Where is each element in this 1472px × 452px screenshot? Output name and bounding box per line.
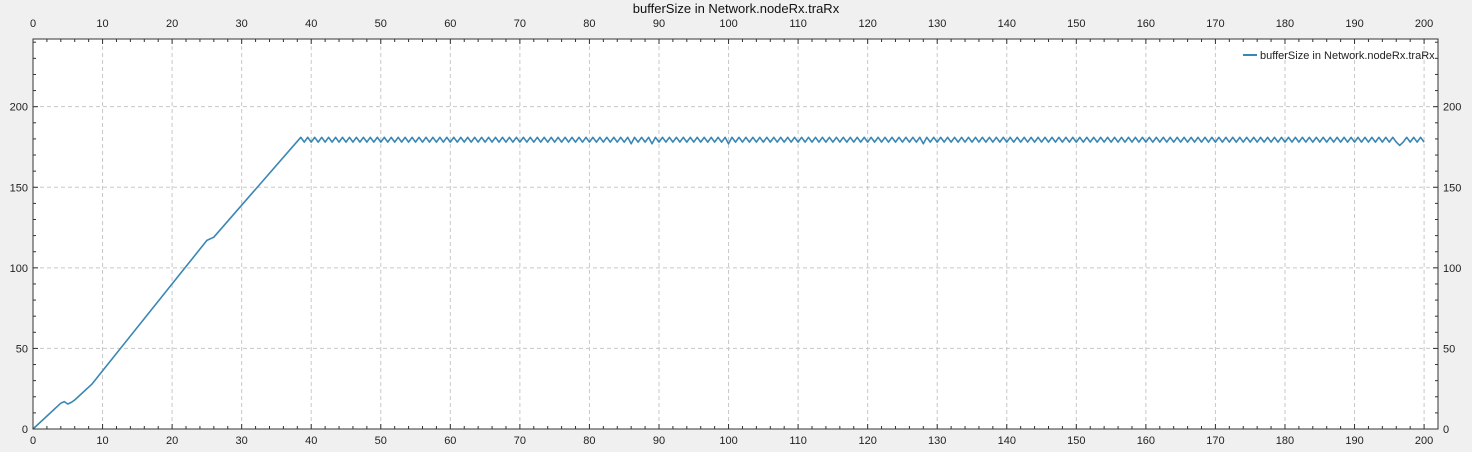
- x-tick-label-top: 130: [928, 18, 946, 30]
- series-line-bufferSize: [32, 136, 1425, 430]
- x-tick-label-top: 150: [1067, 18, 1085, 30]
- x-tick-label-top: 120: [858, 18, 876, 30]
- y-tick-label-left: 50: [16, 343, 28, 355]
- x-tick-label-top: 80: [583, 18, 595, 30]
- x-tick-label-bottom: 170: [1206, 435, 1224, 447]
- x-tick-label-top: 70: [514, 18, 526, 30]
- grid-lines: [33, 39, 1438, 429]
- x-tick-label-bottom: 100: [719, 435, 737, 447]
- x-tick-label-top: 50: [375, 18, 387, 30]
- x-tick-label-top: 180: [1276, 18, 1294, 30]
- y-tick-label-right: 0: [1443, 424, 1449, 436]
- x-tick-label-top: 20: [166, 18, 178, 30]
- x-tick-label-top: 110: [789, 18, 807, 30]
- x-tick-label-bottom: 190: [1345, 435, 1363, 447]
- x-tick-label-top: 40: [305, 18, 317, 30]
- x-tick-label-top: 160: [1137, 18, 1155, 30]
- x-tick-label-bottom: 160: [1137, 435, 1155, 447]
- x-tick-label-top: 0: [30, 18, 36, 30]
- chart-title: bufferSize in Network.nodeRx.traRx: [633, 1, 840, 16]
- x-tick-label-bottom: 150: [1067, 435, 1085, 447]
- x-tick-label-top: 100: [719, 18, 737, 30]
- x-tick-label-bottom: 80: [583, 435, 595, 447]
- x-tick-label-top: 30: [236, 18, 248, 30]
- plot-frame: [32, 38, 1439, 430]
- legend-label: bufferSize in Network.nodeRx.traRx: [1260, 50, 1435, 62]
- x-tick-label-bottom: 120: [858, 435, 876, 447]
- x-tick-label-top: 170: [1206, 18, 1224, 30]
- y-tick-label-left: 100: [10, 263, 28, 275]
- x-tick-label-bottom: 20: [166, 435, 178, 447]
- x-tick-label-bottom: 130: [928, 435, 946, 447]
- x-tick-label-bottom: 200: [1415, 435, 1433, 447]
- tick-labels: 0010102020303040405050606070708080909010…: [10, 18, 1462, 447]
- x-tick-label-top: 10: [96, 18, 108, 30]
- x-tick-label-bottom: 40: [305, 435, 317, 447]
- y-tick-label-right: 50: [1443, 343, 1455, 355]
- series-lines: [32, 136, 1425, 430]
- x-tick-label-top: 190: [1345, 18, 1363, 30]
- y-tick-label-left: 200: [10, 102, 28, 114]
- x-tick-label-bottom: 60: [444, 435, 456, 447]
- y-tick-label-left: 0: [22, 424, 28, 436]
- x-tick-label-bottom: 180: [1276, 435, 1294, 447]
- x-tick-label-bottom: 140: [998, 435, 1016, 447]
- x-tick-label-top: 60: [444, 18, 456, 30]
- x-tick-label-bottom: 110: [789, 435, 807, 447]
- y-tick-label-right: 100: [1443, 263, 1461, 275]
- x-tick-label-bottom: 70: [514, 435, 526, 447]
- x-tick-label-top: 140: [998, 18, 1016, 30]
- x-tick-label-bottom: 0: [30, 435, 36, 447]
- x-tick-label-top: 90: [653, 18, 665, 30]
- x-tick-label-bottom: 10: [96, 435, 108, 447]
- y-tick-label-left: 150: [10, 182, 28, 194]
- y-tick-label-right: 200: [1443, 102, 1461, 114]
- x-tick-label-bottom: 50: [375, 435, 387, 447]
- x-tick-label-bottom: 90: [653, 435, 665, 447]
- plot-area: [33, 39, 1438, 429]
- y-tick-label-right: 150: [1443, 182, 1461, 194]
- x-tick-label-top: 200: [1415, 18, 1433, 30]
- legend: bufferSize in Network.nodeRx.traRx: [1243, 50, 1435, 62]
- x-tick-label-bottom: 30: [236, 435, 248, 447]
